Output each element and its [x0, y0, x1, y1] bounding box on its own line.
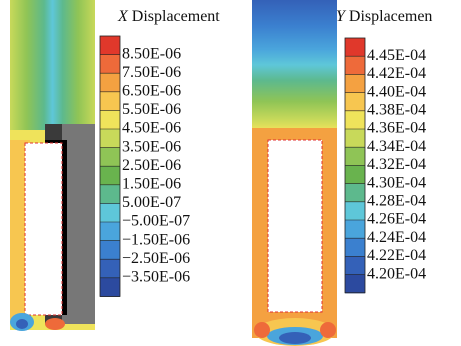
legend-label: 4.50E-06 [122, 120, 181, 137]
legend-swatch [100, 129, 120, 148]
legend-swatch [100, 185, 120, 204]
legend-swatch [100, 222, 120, 241]
legend-swatch [345, 238, 365, 257]
legend-label: 5.00E-07 [122, 194, 181, 211]
legend-label: 4.45E-04 [367, 47, 426, 64]
legend-label: 4.34E-04 [367, 138, 426, 155]
legend-title-text: Displacement [132, 8, 221, 25]
legend-swatch [100, 92, 120, 111]
legend-swatch [345, 56, 365, 75]
legend-label: 4.28E-04 [367, 192, 426, 209]
legend-swatch [345, 129, 365, 148]
legend-label: 4.30E-04 [367, 174, 426, 191]
legend-swatch [100, 148, 120, 167]
legend-label: −2.50E-06 [122, 250, 190, 267]
legend-swatch [100, 55, 120, 74]
legend-swatch [100, 166, 120, 185]
legend-label: 7.50E-06 [122, 64, 181, 81]
legend-label: 4.22E-04 [367, 247, 426, 264]
legend-title-text: Displacemen [349, 8, 433, 25]
legend-swatch [345, 74, 365, 93]
legend-swatch [100, 36, 120, 55]
legend-swatch [100, 241, 120, 260]
legend-label: −1.50E-06 [122, 231, 190, 248]
legend-swatch [345, 220, 365, 239]
legend-label: 4.26E-04 [367, 211, 426, 228]
y-contour [252, 0, 337, 346]
legend-symbol: X [117, 8, 129, 25]
legend-label: 3.50E-06 [122, 138, 181, 155]
legend-swatch [100, 73, 120, 92]
legend-swatch [345, 184, 365, 203]
legend-label: 8.50E-06 [122, 45, 181, 62]
legend-title: Y Displacemen [336, 8, 432, 25]
legend-swatch [345, 202, 365, 221]
legend-label: 5.50E-06 [122, 101, 181, 118]
legend-label: 6.50E-06 [122, 82, 181, 99]
legend-label: 1.50E-06 [122, 175, 181, 192]
legend-swatch [345, 165, 365, 184]
legend-swatch [345, 147, 365, 166]
legend-label: 4.42E-04 [367, 65, 426, 82]
figure: X Displacement 8.50E-06 7.50E-066.50E-06 5.… [0, 0, 461, 346]
legend-label: 4.36E-04 [367, 120, 426, 137]
legend-swatch [345, 111, 365, 130]
legend-swatch [100, 203, 120, 222]
legend-label: 4.38E-04 [367, 101, 426, 118]
legend-label: 4.24E-04 [367, 229, 426, 246]
legend-swatch [100, 278, 120, 297]
legend-label: 4.20E-04 [367, 265, 426, 282]
legend-symbol: Y [336, 8, 347, 25]
legend-swatch [345, 38, 365, 57]
page: X Displacement 8.50E-06 7.50E-066.50E-06 5.… [0, 0, 461, 346]
legend-label: 4.32E-04 [367, 156, 426, 173]
legend-label: 2.50E-06 [122, 157, 181, 174]
legend-title: X Displacement [117, 8, 220, 25]
legend-label: −3.50E-06 [122, 268, 190, 285]
legend-label: −5.00E-07 [122, 213, 190, 230]
legend-swatch [345, 256, 365, 275]
legend-swatch [345, 93, 365, 112]
legend-swatch [100, 110, 120, 129]
legend-swatch [345, 275, 365, 294]
legend-swatch [100, 259, 120, 278]
legend-label: 4.40E-04 [367, 83, 426, 100]
x-contour [10, 0, 95, 331]
